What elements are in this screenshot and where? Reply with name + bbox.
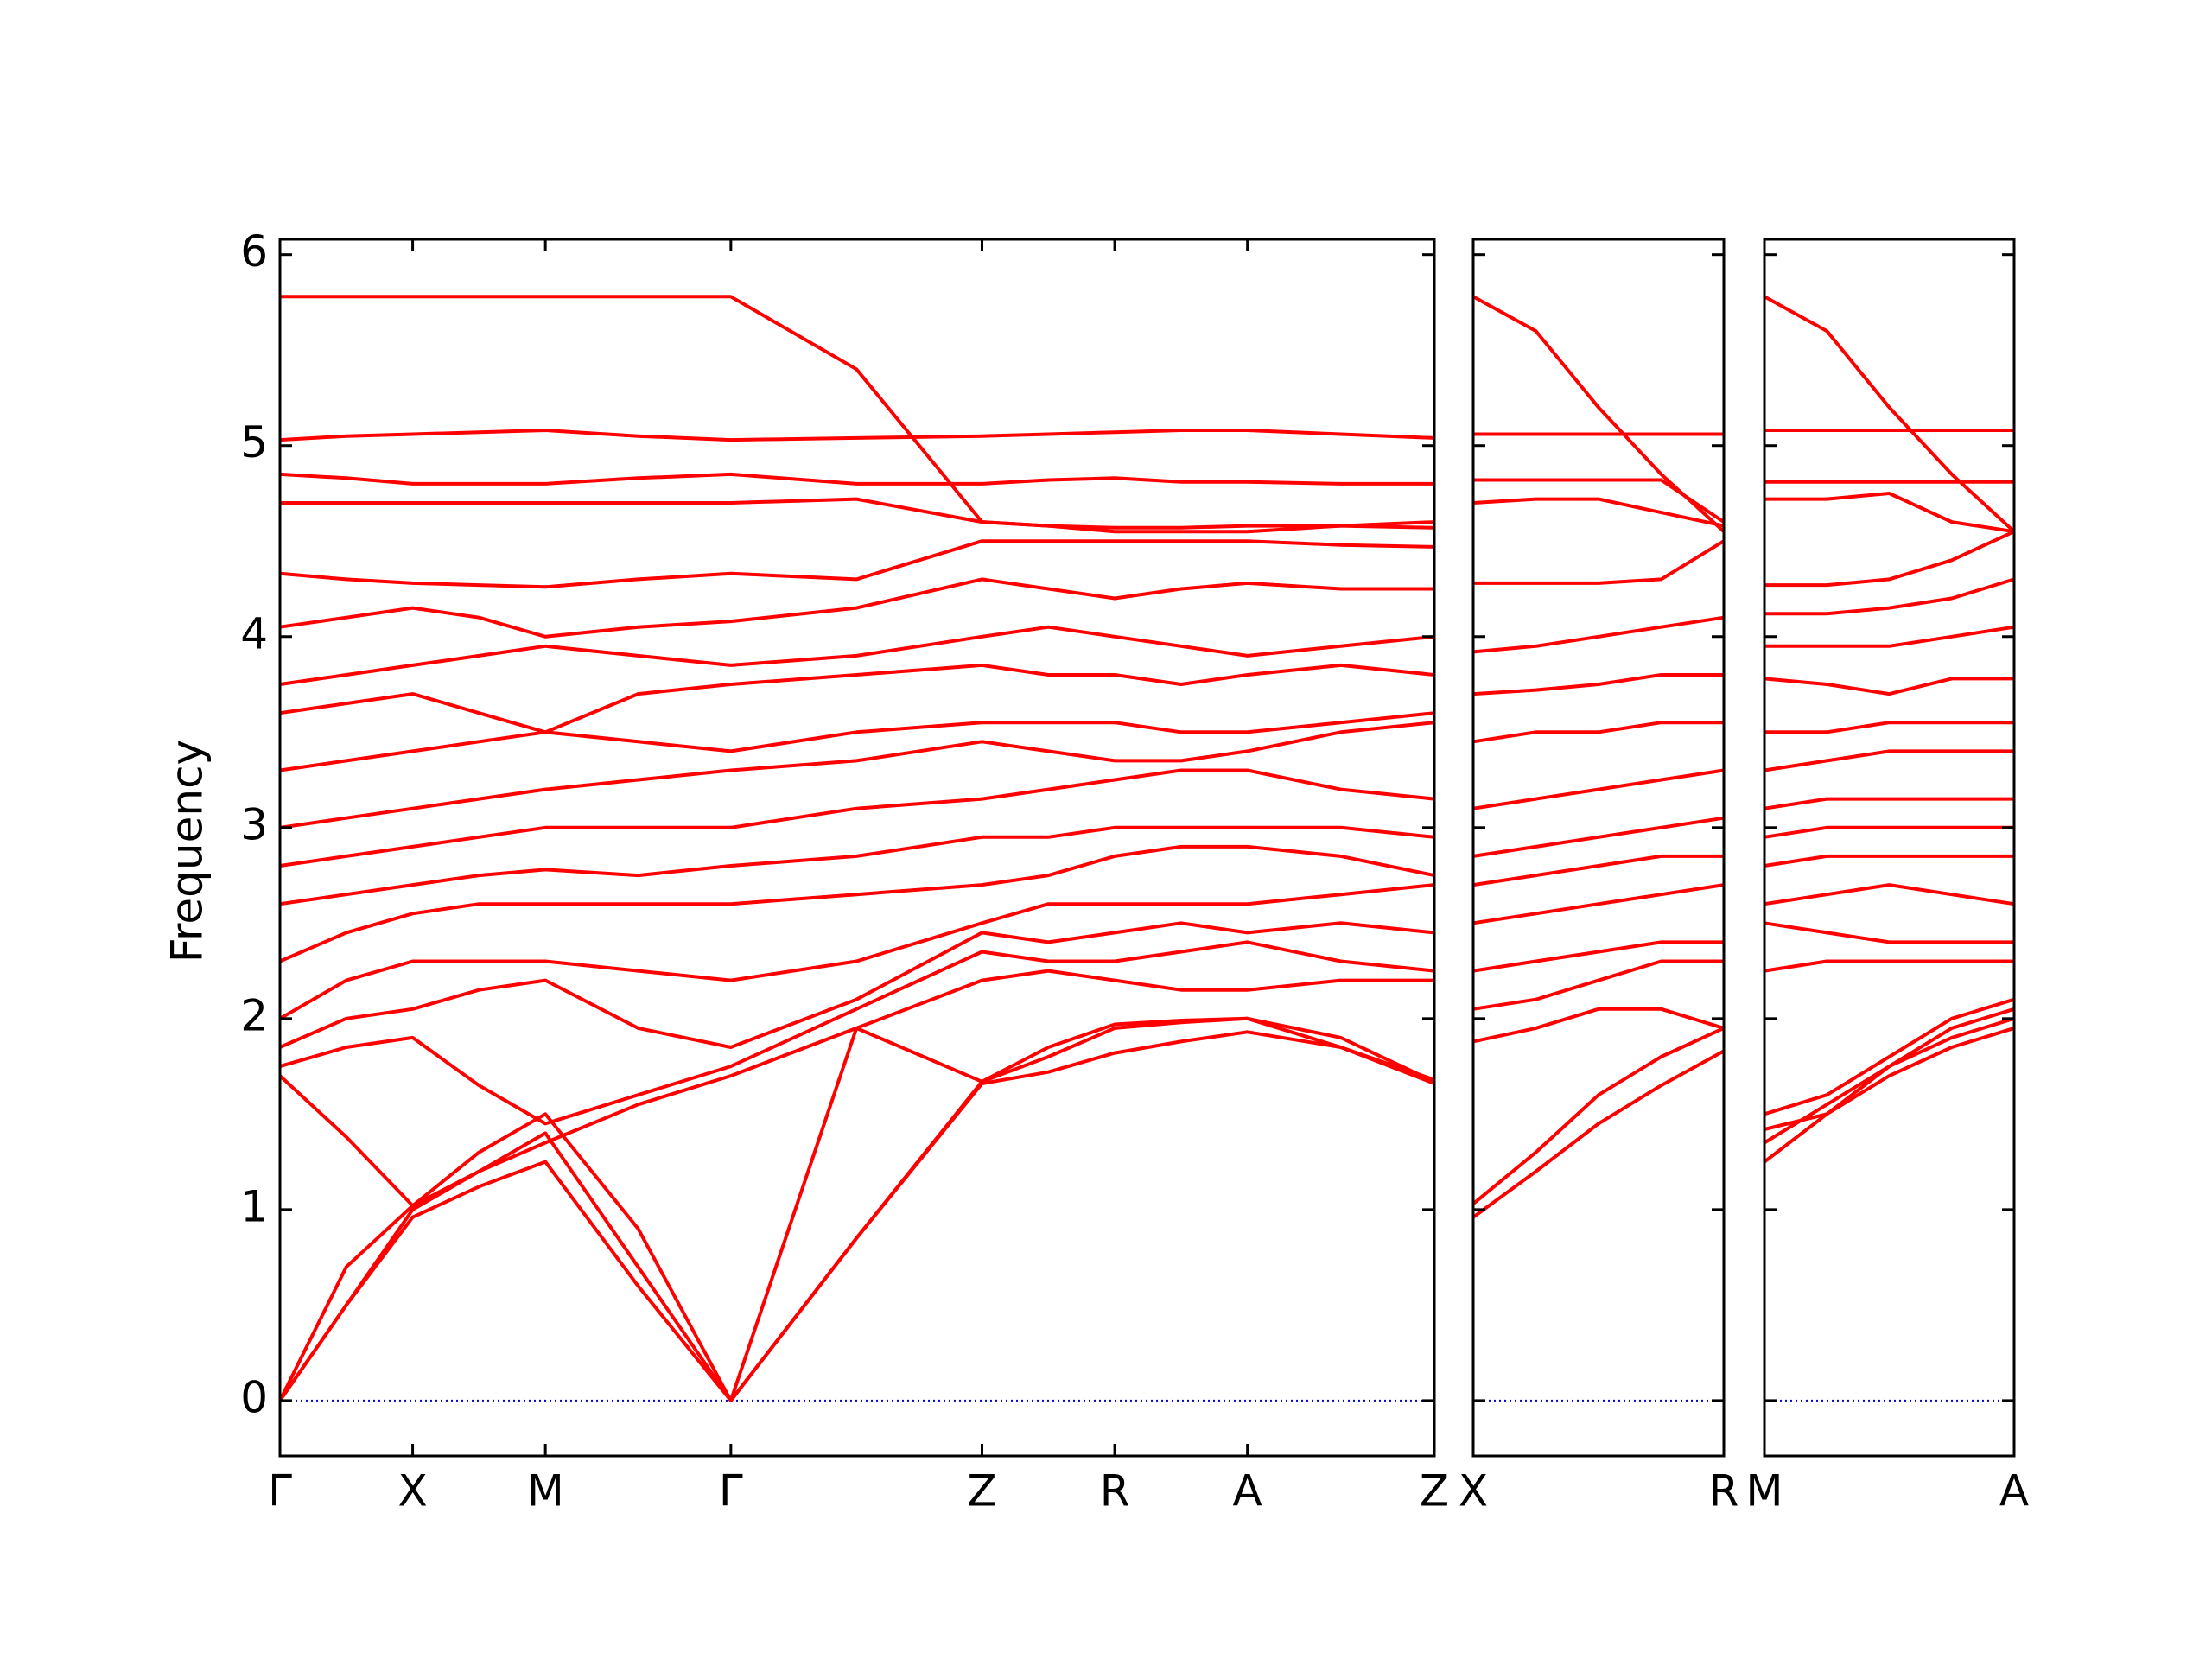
band-line	[1764, 295, 2016, 533]
x-tick-label: Γ	[719, 1466, 743, 1516]
band-line	[1764, 854, 2014, 868]
x-tick-label: X	[397, 1466, 427, 1516]
band-line	[1472, 295, 1726, 533]
band-line	[1764, 921, 2014, 944]
band-line	[279, 539, 1435, 589]
band-line	[1764, 883, 2015, 906]
band-line	[1472, 768, 1725, 810]
band-line	[279, 711, 1435, 772]
y-tick-label: 1	[240, 1181, 268, 1231]
band-line	[279, 625, 1435, 686]
y-tick-label: 4	[240, 608, 268, 658]
x-tick-label: M	[1745, 1466, 1783, 1516]
y-tick-label: 5	[240, 417, 268, 467]
band-line	[279, 940, 1435, 1126]
band-line	[279, 663, 1435, 734]
band-line	[1764, 959, 2014, 973]
band-line	[279, 768, 1435, 868]
band-line	[1763, 1026, 2015, 1164]
band-line	[278, 1016, 1435, 1402]
plot-frame	[1471, 238, 1726, 1458]
band-line	[1472, 497, 1725, 528]
band-line	[279, 844, 1435, 963]
band-line	[279, 721, 1435, 830]
x-tick-label: M	[527, 1466, 564, 1516]
band-line	[1764, 997, 2015, 1116]
band-line	[1764, 577, 2015, 616]
band-line	[279, 883, 1435, 1020]
band-line	[1763, 1016, 2015, 1145]
band-line	[280, 295, 1435, 530]
band-line	[1472, 940, 1724, 973]
y-tick-label: 6	[240, 226, 268, 276]
x-tick-label: Z	[1420, 1466, 1449, 1516]
plot-frame	[278, 238, 1436, 1458]
band-line	[1472, 959, 1724, 1011]
band-line	[1472, 816, 1725, 858]
x-tick-label: R	[1100, 1466, 1130, 1516]
band-line	[1472, 721, 1724, 744]
band-line	[279, 825, 1435, 906]
band-line	[1764, 749, 2014, 772]
band-line	[279, 472, 1434, 486]
band-line	[278, 1030, 1435, 1402]
plot-frame	[1763, 238, 2016, 1458]
x-tick-label: R	[1709, 1466, 1739, 1516]
band-line	[1471, 1049, 1725, 1219]
band-line	[278, 969, 1434, 1208]
y-tick-label: 0	[240, 1372, 268, 1422]
band-line	[1472, 883, 1725, 925]
band-line	[1472, 673, 1724, 696]
band-line	[1764, 721, 2014, 734]
band-line	[1764, 1007, 2015, 1131]
band-line	[1473, 539, 1726, 585]
band-line	[1472, 1007, 1725, 1044]
band-line	[278, 1016, 1435, 1402]
band-line	[279, 921, 1435, 1049]
band-line	[1764, 677, 2014, 696]
band-line	[279, 577, 1434, 639]
band-line	[1764, 797, 2014, 810]
band-line	[1764, 825, 2014, 839]
band-line	[1471, 1027, 1725, 1205]
band-line	[1764, 492, 2015, 534]
x-tick-label: Γ	[268, 1466, 292, 1516]
x-tick-label: A	[1233, 1466, 1262, 1516]
band-line	[1472, 854, 1724, 887]
x-tick-label: Z	[967, 1466, 996, 1516]
band-line	[1764, 530, 2015, 588]
band-line	[1472, 615, 1725, 654]
band-line	[279, 429, 1435, 442]
band-line	[1764, 625, 2015, 648]
y-tick-label: 3	[240, 799, 268, 849]
x-tick-label: A	[1999, 1466, 2029, 1516]
band-line	[280, 497, 1435, 534]
y-tick-label: 2	[240, 990, 268, 1040]
x-tick-label: X	[1459, 1466, 1488, 1516]
y-axis-label: Frequency	[162, 740, 213, 963]
